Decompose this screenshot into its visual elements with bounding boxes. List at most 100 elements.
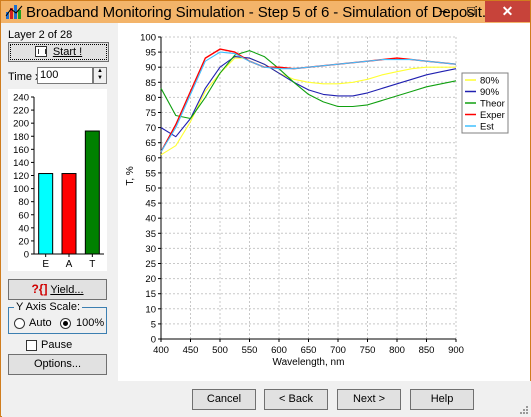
back-button-label: < Back xyxy=(279,393,313,405)
series-line-est xyxy=(160,51,457,153)
bar-y-tick-label: 180 xyxy=(13,132,29,143)
series-line-90pct xyxy=(160,56,457,138)
spin-up-icon[interactable]: ▲ xyxy=(97,68,103,74)
minimize-button[interactable]: – xyxy=(439,3,447,18)
x-tick-label: 600 xyxy=(271,345,287,356)
resize-grip-icon[interactable] xyxy=(519,405,529,415)
legend-label: Theor xyxy=(480,99,505,110)
spectrum-chart-panel: 0 5 10 15 20 25 30 35 40 45 50 55 60 65 70 75 80 85 90 95 10… xyxy=(118,23,530,381)
bar-y-tick-label: 160 xyxy=(13,145,29,156)
next-button-label: Next > xyxy=(352,393,386,405)
y-axis-scale-group: Y Axis Scale: Auto 100% xyxy=(8,301,107,334)
start-icon xyxy=(34,46,47,57)
radio-100-label[interactable]: 100% xyxy=(76,317,105,329)
y-tick-label: 100 xyxy=(140,33,156,44)
spectrum-chart: 0 5 10 15 20 25 30 35 40 45 50 55 60 65 70 75 80 85 90 95 10… xyxy=(125,33,509,368)
bar-chart: 0 20 40 60 80 100 120 140 160 180 200 220 240 E A T xyxy=(13,93,104,270)
window-title: Broadband Monitoring Simulation - Step 5… xyxy=(26,4,495,21)
time-spinner[interactable]: ▲ ▼ xyxy=(93,67,107,84)
y-tick-label: 35 xyxy=(145,229,156,240)
y-tick-label: 15 xyxy=(145,289,156,300)
legend-label: 80% xyxy=(480,76,500,87)
yield-button[interactable]: ?{] Yield... xyxy=(8,279,107,300)
y-tick-label: 75 xyxy=(145,108,156,119)
legend-label: 90% xyxy=(480,87,500,98)
title-bar[interactable]: Broadband Monitoring Simulation - Step 5… xyxy=(1,1,530,23)
y-axis-scale-legend: Y Axis Scale: xyxy=(14,301,82,313)
y-tick-label: 65 xyxy=(145,138,156,149)
left-panel: Layer 2 of 28 Start ! Time x 100 ▲ ▼ 0 20… xyxy=(2,23,117,381)
y-tick-label: 55 xyxy=(145,168,156,179)
bar-y-tick-label: 100 xyxy=(13,184,29,195)
y-tick-label: 10 xyxy=(145,304,156,315)
bar-y-tick-label: 60 xyxy=(18,210,29,221)
bar-x-tick-label: E xyxy=(42,259,49,270)
y-tick-label: 70 xyxy=(145,123,156,134)
y-tick-label: 40 xyxy=(145,214,156,225)
bar-y-tick-label: 220 xyxy=(13,106,29,117)
x-tick-label: 650 xyxy=(301,345,317,356)
layer-label: Layer 2 of 28 xyxy=(8,29,73,41)
start-button-label: Start ! xyxy=(52,46,83,58)
options-button[interactable]: Options... xyxy=(8,354,107,375)
next-button[interactable]: Next > xyxy=(337,389,401,410)
bar-x-tick-label: A xyxy=(66,259,73,270)
radio-auto-label[interactable]: Auto xyxy=(29,317,52,329)
bar-a xyxy=(61,173,77,255)
y-tick-label: 85 xyxy=(145,78,156,89)
bar-y-tick-label: 80 xyxy=(18,197,29,208)
x-tick-label: 850 xyxy=(419,345,435,356)
start-button[interactable]: Start ! xyxy=(8,42,109,62)
y-tick-label: 80 xyxy=(145,93,156,104)
series-line-80pct xyxy=(160,57,456,156)
yield-button-label: Yield... xyxy=(50,284,84,296)
bar-t xyxy=(84,130,100,255)
x-tick-label: 800 xyxy=(389,345,405,356)
bar-y-tick-label: 0 xyxy=(24,250,29,261)
bottom-button-bar: Cancel < Back Next > Help xyxy=(2,381,531,417)
y-tick-label: 20 xyxy=(145,274,156,285)
series-line-theor xyxy=(160,50,457,120)
x-tick-label: 750 xyxy=(360,345,376,356)
legend-label: Est xyxy=(480,122,494,133)
legend-label: Exper xyxy=(480,110,505,121)
help-question-icon: ?{] xyxy=(31,282,48,296)
x-axis-label: Wavelength, nm xyxy=(273,357,345,368)
y-tick-label: 5 xyxy=(151,319,156,330)
bar-e xyxy=(38,173,54,255)
y-tick-label: 50 xyxy=(145,184,156,195)
pause-checkbox[interactable] xyxy=(26,340,37,351)
bar-y-tick-label: 40 xyxy=(18,223,29,234)
radio-100[interactable] xyxy=(60,318,71,329)
x-tick-label: 700 xyxy=(330,345,346,356)
bar-y-tick-label: 140 xyxy=(13,158,29,169)
bar-y-tick-label: 240 xyxy=(13,93,29,104)
bar-chart-panel: 0 20 40 60 80 100 120 140 160 180 200 220 240 E A T xyxy=(8,89,107,271)
bar-y-tick-label: 20 xyxy=(18,236,29,247)
maximize-button[interactable]: □ xyxy=(467,3,475,18)
y-tick-label: 45 xyxy=(145,199,156,210)
bar-y-tick-label: 200 xyxy=(13,119,29,130)
help-button[interactable]: Help xyxy=(410,389,474,410)
y-tick-label: 95 xyxy=(145,48,156,59)
x-tick-label: 550 xyxy=(242,345,258,356)
y-tick-label: 90 xyxy=(145,63,156,74)
time-input[interactable]: 100 xyxy=(37,67,93,84)
x-tick-label: 400 xyxy=(153,345,169,356)
y-tick-label: 30 xyxy=(145,244,156,255)
cancel-button[interactable]: Cancel xyxy=(192,389,256,410)
x-tick-label: 500 xyxy=(212,345,228,356)
bar-x-tick-label: T xyxy=(89,259,95,270)
app-icon xyxy=(5,5,23,19)
spin-down-icon[interactable]: ▼ xyxy=(97,75,103,81)
pause-label[interactable]: Pause xyxy=(41,339,73,351)
series-line-exper xyxy=(160,48,457,153)
radio-auto[interactable] xyxy=(14,318,25,329)
close-button[interactable]: ✕ xyxy=(485,1,530,22)
x-tick-label: 900 xyxy=(448,345,464,356)
time-label: Time x xyxy=(8,71,41,83)
back-button[interactable]: < Back xyxy=(264,389,328,410)
y-tick-label: 25 xyxy=(145,259,156,270)
y-axis-label: T, % xyxy=(125,166,136,186)
